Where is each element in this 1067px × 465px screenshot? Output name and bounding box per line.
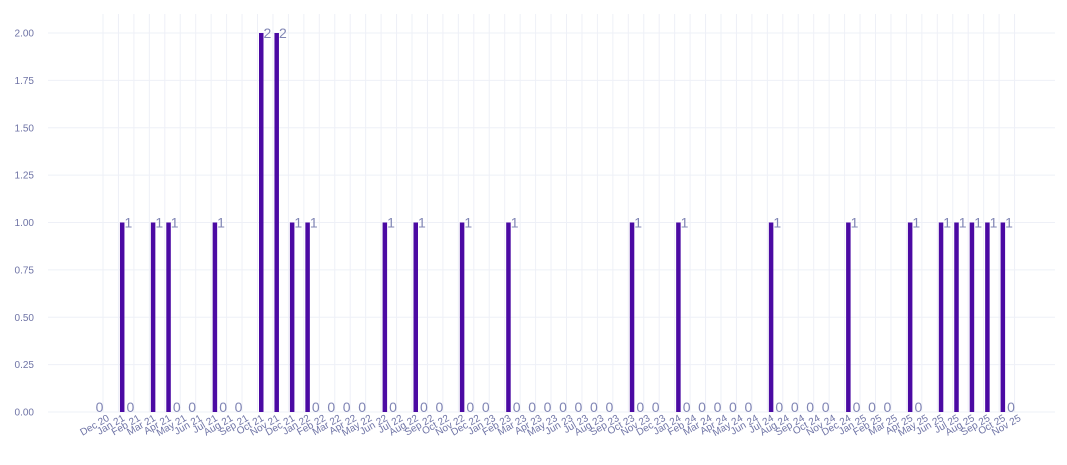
data-label: 0: [853, 399, 861, 415]
data-label: 0: [173, 399, 181, 415]
data-label: 0: [188, 399, 196, 415]
y-tick-label: 0.75: [15, 265, 35, 276]
bar: [954, 222, 959, 412]
data-label: 0: [745, 399, 753, 415]
bar: [506, 222, 511, 412]
data-label: 1: [294, 215, 302, 231]
data-label: 1: [851, 215, 859, 231]
data-label: 1: [217, 215, 225, 231]
bar: [907, 222, 913, 412]
data-label: 0: [1007, 399, 1015, 415]
data-label: 0: [791, 399, 799, 415]
bar: [1000, 222, 1006, 412]
data-label: 1: [773, 215, 781, 231]
bar: [629, 222, 635, 412]
data-label: 1: [387, 215, 395, 231]
data-label: 0: [343, 399, 351, 415]
bar: [166, 222, 171, 412]
data-label: 0: [219, 399, 227, 415]
y-tick-label: 1.25: [15, 171, 35, 182]
bar: [413, 222, 418, 412]
data-label: 0: [575, 399, 583, 415]
data-label: 0: [127, 399, 135, 415]
data-label: 0: [729, 399, 737, 415]
data-label: 0: [235, 399, 243, 415]
data-label: 1: [511, 215, 519, 231]
data-label: 0: [466, 399, 474, 415]
data-label: 1: [418, 215, 426, 231]
data-label: 1: [310, 215, 318, 231]
data-label: 0: [683, 399, 691, 415]
data-label: 1: [943, 215, 951, 231]
bar: [846, 222, 851, 412]
bar: [305, 222, 310, 412]
data-label: 0: [327, 399, 335, 415]
data-label: 0: [590, 399, 598, 415]
y-tick-label: 1.50: [15, 123, 35, 134]
bar: [768, 222, 774, 412]
data-label: 0: [436, 399, 444, 415]
y-tick-label: 2.00: [15, 29, 35, 40]
bars: [119, 33, 1006, 412]
data-label: 0: [652, 399, 660, 415]
data-label: 1: [464, 215, 472, 231]
data-label: 0: [884, 399, 892, 415]
bar: [119, 222, 125, 412]
data-label: 0: [914, 399, 922, 415]
bar: [676, 222, 681, 412]
data-label: 0: [482, 399, 490, 415]
y-tick-label: 0.50: [15, 313, 35, 324]
data-label: 1: [155, 215, 163, 231]
y-tick-label: 0.00: [15, 408, 35, 419]
y-axis: 0.00 0.25 0.50 0.75 1.00 1.25 1.50 1.75 2.00: [15, 29, 35, 419]
data-label: 0: [559, 399, 567, 415]
data-label: 1: [959, 215, 967, 231]
bar: [274, 33, 279, 412]
data-label: 1: [1005, 215, 1013, 231]
bar: [150, 222, 156, 412]
data-label: 1: [634, 215, 642, 231]
data-label: 0: [389, 399, 397, 415]
data-label: 0: [636, 399, 644, 415]
data-label: 0: [312, 399, 320, 415]
bar: [382, 222, 388, 412]
data-label: 0: [822, 399, 830, 415]
data-label: 1: [990, 215, 998, 231]
data-label: 0: [714, 399, 722, 415]
data-label: 0: [358, 399, 366, 415]
data-label: 2: [264, 25, 272, 41]
data-label: 0: [806, 399, 814, 415]
data-label: 0: [868, 399, 876, 415]
data-label: 2: [279, 25, 287, 41]
data-label: 1: [171, 215, 179, 231]
bar: [938, 222, 944, 412]
data-label: 0: [420, 399, 428, 415]
grid-lines: [48, 14, 1055, 413]
bar: [289, 222, 295, 412]
data-label: 0: [698, 399, 706, 415]
data-label: 0: [528, 399, 536, 415]
data-label: 1: [124, 215, 132, 231]
data-label: 0: [775, 399, 783, 415]
bar: [259, 33, 264, 412]
bar: [969, 222, 975, 412]
y-tick-label: 0.25: [15, 360, 35, 371]
data-label: 0: [605, 399, 613, 415]
bar: [985, 222, 990, 412]
data-label: 1: [912, 215, 920, 231]
y-tick-label: 1.00: [15, 218, 35, 229]
data-label: 1: [974, 215, 982, 231]
data-label: 1: [681, 215, 689, 231]
data-label: 0: [513, 399, 521, 415]
bar: [459, 222, 465, 412]
data-label: 0: [544, 399, 552, 415]
y-tick-label: 1.75: [15, 76, 35, 87]
bar: [212, 222, 218, 412]
data-label: 0: [96, 399, 104, 415]
